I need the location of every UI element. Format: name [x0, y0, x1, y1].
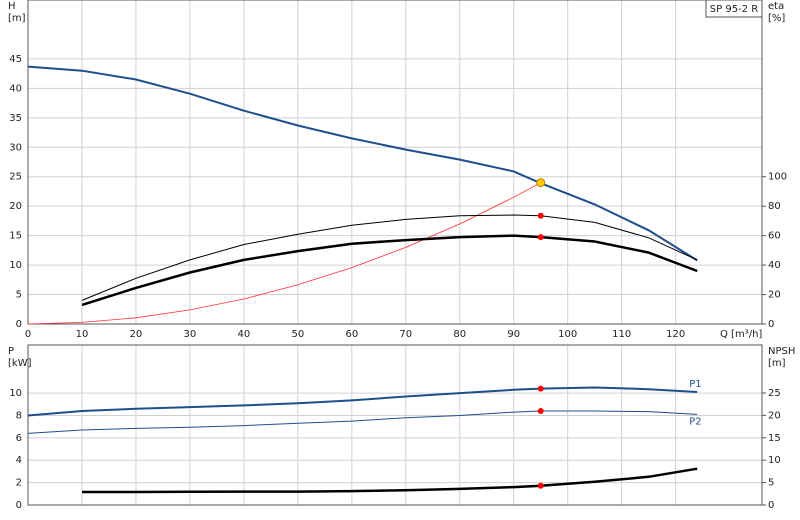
y-tick-label: 15 — [9, 231, 22, 242]
y-axis-unit: [kW] — [8, 358, 32, 369]
series-line — [81, 234, 698, 307]
y2-tick-label: 100 — [768, 172, 787, 183]
y-tick-label: 6 — [16, 433, 22, 444]
duty-point — [536, 178, 546, 188]
plot-frame — [27, 0, 763, 325]
x-tick-label: 90 — [507, 329, 520, 340]
y2-tick-label: 15 — [768, 433, 781, 444]
y2-tick-label: 40 — [768, 260, 781, 271]
y-tick-label: 35 — [9, 113, 22, 124]
x-tick-label: 110 — [612, 329, 631, 340]
y-tick-label: 25 — [9, 172, 22, 183]
x-axis-label: Q [m³/h] — [720, 329, 762, 340]
duty-point — [537, 212, 544, 219]
y2-axis-unit: [m] — [768, 358, 786, 369]
x-tick-label: 60 — [345, 329, 358, 340]
y-tick-label: 8 — [16, 410, 22, 421]
y2-tick-label: 10 — [768, 455, 781, 466]
series-line — [27, 410, 698, 434]
y2-axis-label: NPSH — [768, 346, 795, 357]
x-tick-label: 120 — [666, 329, 685, 340]
x-tick-label: 40 — [238, 329, 251, 340]
chart-title: SP 95-2 R — [710, 4, 758, 15]
y2-tick-label: 0 — [768, 500, 774, 511]
y2-tick-label: 60 — [768, 231, 781, 242]
x-tick-label: 100 — [558, 329, 577, 340]
y2-tick-label: 5 — [768, 478, 774, 489]
y-tick-label: 30 — [9, 142, 22, 153]
y-tick-label: 10 — [9, 260, 22, 271]
y-axis-label: H — [8, 1, 16, 12]
series-line — [81, 214, 698, 301]
y-tick-label: 45 — [9, 54, 22, 65]
y-tick-label: 0 — [16, 319, 22, 330]
y2-axis-label: eta — [768, 1, 784, 12]
x-tick-label: 30 — [184, 329, 197, 340]
y-tick-label: 20 — [9, 201, 22, 212]
x-tick-label: 70 — [399, 329, 412, 340]
x-tick-label: 10 — [76, 329, 89, 340]
y-tick-label: 40 — [9, 83, 22, 94]
series-line — [82, 467, 698, 494]
y-tick-label: 10 — [9, 388, 22, 399]
series-line — [27, 386, 698, 417]
y-axis-unit: [m] — [8, 13, 26, 24]
duty-point — [537, 385, 544, 392]
y2-tick-label: 0 — [768, 319, 774, 330]
y-tick-label: 0 — [16, 500, 22, 511]
series-label: P2 — [689, 416, 701, 427]
x-tick-label: 0 — [25, 329, 31, 340]
y2-tick-label: 25 — [768, 388, 781, 399]
y2-tick-label: 20 — [768, 410, 781, 421]
y2-tick-label: 20 — [768, 290, 781, 301]
x-tick-label: 20 — [130, 329, 143, 340]
y-tick-label: 4 — [16, 455, 22, 466]
series-line — [27, 65, 698, 262]
y-tick-label: 5 — [16, 290, 22, 301]
x-tick-label: 80 — [453, 329, 466, 340]
title-box — [705, 0, 763, 18]
y2-tick-label: 80 — [768, 201, 781, 212]
plot-frame — [27, 344, 763, 506]
x-tick-label: 50 — [291, 329, 304, 340]
y-tick-label: 2 — [16, 478, 22, 489]
y2-axis-unit: [%] — [768, 13, 785, 24]
series-label: P1 — [689, 379, 701, 390]
duty-point — [537, 482, 544, 489]
duty-point — [537, 408, 544, 415]
duty-point — [537, 234, 544, 241]
y-axis-label: P — [8, 346, 14, 357]
